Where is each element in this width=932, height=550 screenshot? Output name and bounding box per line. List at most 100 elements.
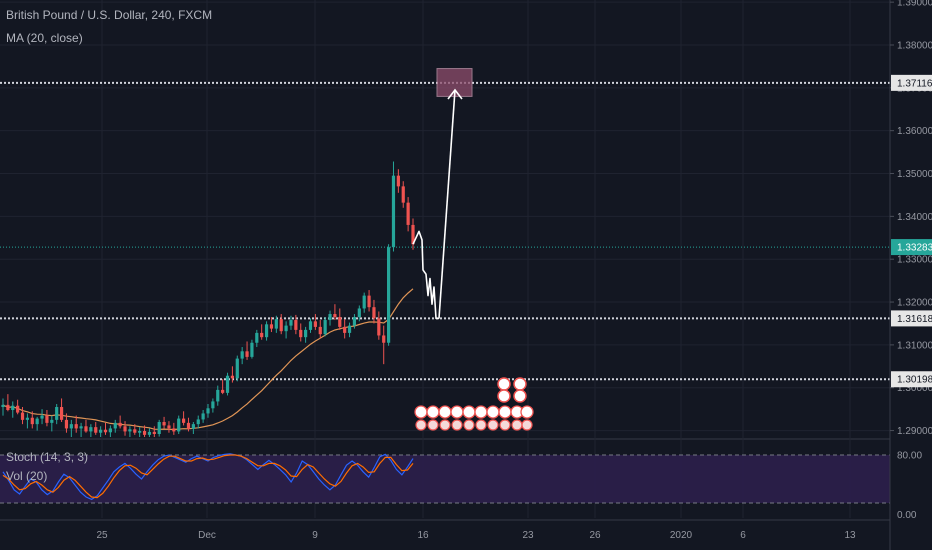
candle-body <box>50 419 54 423</box>
candle-body <box>162 422 166 426</box>
time-tick-label: 25 <box>96 530 108 541</box>
candle-body <box>401 186 405 203</box>
horizontal-levels[interactable] <box>0 81 890 381</box>
level-price-tag <box>891 371 932 388</box>
current-price-tag-label: 1.33283 <box>897 243 932 254</box>
candle-body <box>99 429 103 433</box>
candle-body <box>230 375 235 379</box>
price-tick-label: 1.29000 <box>897 426 932 437</box>
stoch-level-label: 80.00 <box>897 451 922 462</box>
candle-body <box>1 404 5 408</box>
level-price-tag-label: 1.31618 <box>897 314 932 325</box>
candle-body <box>103 429 108 433</box>
candle-body <box>172 428 176 432</box>
candle-body <box>357 308 361 318</box>
candle-body <box>157 422 161 435</box>
time-tick-label: 16 <box>417 530 429 541</box>
stochastic-pane <box>0 453 890 504</box>
event-flag-icon <box>497 377 511 391</box>
candle-body <box>240 351 244 359</box>
candle-body <box>338 317 342 327</box>
event-flag-icon <box>499 419 511 431</box>
stoch-level-label: 0.00 <box>897 510 917 521</box>
candle-body <box>255 332 259 343</box>
candle-body <box>313 321 317 327</box>
candle-body <box>167 425 171 429</box>
candle-body <box>386 247 391 343</box>
candle-body <box>250 342 254 357</box>
candle-body <box>191 424 195 429</box>
candle-body <box>318 326 322 335</box>
price-axis[interactable]: 1.390001.380001.370001.360001.350001.340… <box>889 0 932 550</box>
candle-body <box>69 424 73 429</box>
candle-body <box>382 335 386 343</box>
candle-body <box>396 175 400 187</box>
time-tick-label: Dec <box>198 530 216 541</box>
candle-body <box>118 422 122 427</box>
event-markers[interactable] <box>414 377 534 431</box>
price-tick-label: 1.32000 <box>897 298 932 309</box>
symbol-title: British Pound / U.S. Dollar, 240, FXCM <box>6 8 213 22</box>
stoch-k-line <box>2 453 414 501</box>
event-flag-icon <box>475 419 487 431</box>
price-tick-label: 1.34000 <box>897 212 932 223</box>
candle-body <box>274 319 278 329</box>
candle-body <box>16 405 20 413</box>
candle-body <box>328 314 332 321</box>
event-flag-icon <box>438 405 452 419</box>
candle-body <box>133 429 137 433</box>
candle-body <box>113 422 117 429</box>
projection-drawing[interactable] <box>412 68 473 320</box>
candle-body <box>245 351 249 357</box>
time-tick-label: 9 <box>312 530 318 541</box>
time-tick-label: 23 <box>522 530 534 541</box>
candle-body <box>35 418 39 425</box>
current-price-tag <box>891 239 932 256</box>
time-axis[interactable]: 25 Dec 9 16 23 26 2020 6 13 <box>0 519 890 541</box>
time-tick-label: 26 <box>589 530 601 541</box>
candle-body <box>79 426 83 429</box>
candle-body <box>128 429 132 432</box>
event-flag-icon <box>427 419 439 431</box>
candle-body <box>264 324 269 338</box>
price-tick-label: 1.30000 <box>897 383 932 394</box>
candle-body <box>294 320 298 330</box>
candle-body <box>181 418 186 423</box>
candle-body <box>11 405 15 411</box>
event-flag-icon <box>486 405 500 419</box>
grid-lines <box>0 0 890 518</box>
candle-body <box>177 418 181 432</box>
candle-body <box>269 324 274 329</box>
candle-body <box>235 358 239 379</box>
event-flag-icon <box>415 419 427 431</box>
candle-body <box>333 314 337 318</box>
candle-body <box>84 426 88 432</box>
candle-body <box>377 318 381 336</box>
candle-body <box>74 424 78 429</box>
candle-body <box>152 431 156 435</box>
candle-body <box>108 428 112 433</box>
event-flag-icon <box>462 405 476 419</box>
candle-body <box>299 329 303 338</box>
candle-body <box>347 325 352 333</box>
candle-body <box>391 175 396 248</box>
rally-arrowhead <box>447 88 463 100</box>
event-flag-icon <box>513 389 527 403</box>
candle-body <box>30 417 34 425</box>
candle-body <box>142 431 147 435</box>
candle-body <box>308 321 313 330</box>
event-flag-icon <box>487 419 499 431</box>
event-flag-icon <box>511 419 523 431</box>
level-price-tag <box>891 310 932 327</box>
candle-body <box>411 224 415 245</box>
time-tick-label: 6 <box>740 530 746 541</box>
event-flag-icon <box>451 419 463 431</box>
candle-body <box>289 320 293 326</box>
price-tick-label: 1.36000 <box>897 126 932 137</box>
candle-body <box>362 295 366 309</box>
event-flag-icon <box>450 405 464 419</box>
event-flag-icon <box>521 419 533 431</box>
candle-body <box>20 412 25 420</box>
time-tick-label: 13 <box>844 530 856 541</box>
